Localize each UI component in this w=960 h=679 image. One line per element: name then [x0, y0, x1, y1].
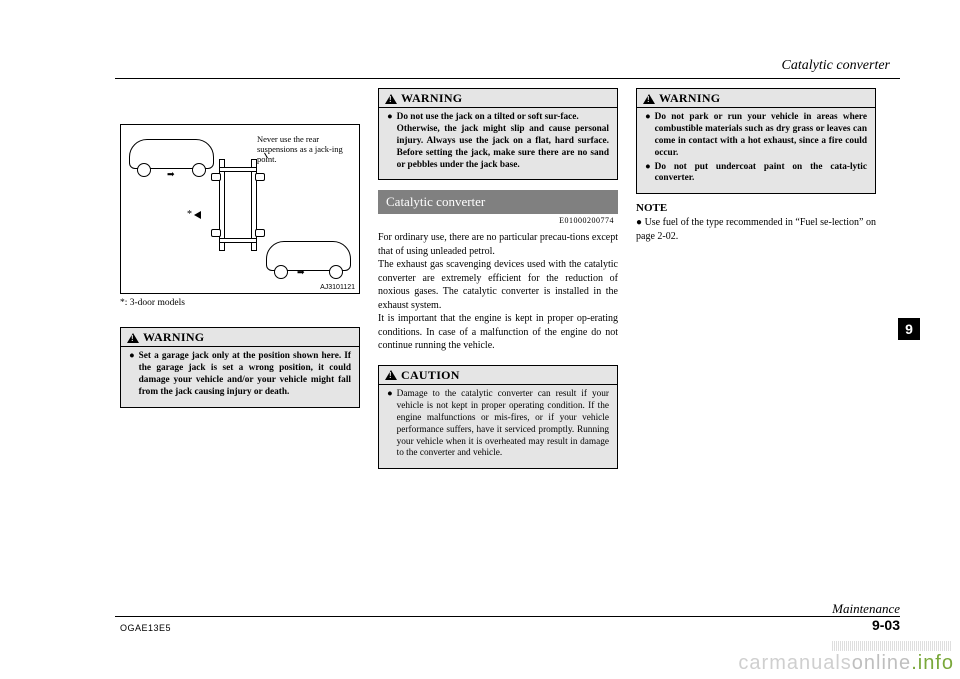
car-rear-illustration — [266, 235, 351, 285]
footer-page-number: 9-03 — [832, 617, 900, 633]
barcode-graphic — [832, 641, 952, 651]
column-1: * ➡ ➡ Never use the rear suspensions as … — [120, 88, 360, 469]
warning-item: ● Do not put undercoat paint on the cata… — [645, 162, 867, 186]
warning-title: WARNING — [659, 91, 720, 106]
warning-text: Do not put undercoat paint on the cata-l… — [655, 162, 867, 186]
warning-body: ● Do not use the jack on a tilted or sof… — [379, 108, 617, 179]
warning-body: ● Set a garage jack only at the position… — [121, 347, 359, 407]
asterisk-marker: * — [187, 209, 201, 220]
jack-position-diagram: * ➡ ➡ Never use the rear suspensions as … — [120, 124, 360, 294]
warning-text: Set a garage jack only at the position s… — [139, 351, 351, 399]
watermark-part: carmanuals — [738, 652, 851, 674]
header-rule — [115, 78, 900, 79]
warning-body: ● Do not park or run your vehicle in are… — [637, 108, 875, 193]
warning-item: ● Do not park or run your vehicle in are… — [645, 112, 867, 160]
warning-box: WARNING ● Do not park or run your vehicl… — [636, 88, 876, 194]
column-3: WARNING ● Do not park or run your vehicl… — [636, 88, 876, 469]
caution-title: CAUTION — [401, 368, 460, 383]
warning-title: WARNING — [401, 91, 462, 106]
diagram-code: AJ3101121 — [320, 284, 355, 291]
diagram-callout: Never use the rear suspensions as a jack… — [257, 135, 353, 164]
chapter-tab: 9 — [898, 318, 920, 340]
bullet-icon: ● — [387, 389, 393, 460]
warning-item: ● Set a garage jack only at the position… — [129, 351, 351, 399]
note-heading: NOTE — [636, 202, 876, 214]
manual-page: Catalytic converter * — [0, 0, 960, 679]
caution-box: CAUTION ● Damage to the catalytic conver… — [378, 365, 618, 469]
warning-header: WARNING — [637, 89, 875, 108]
section-code: E01000200774 — [378, 216, 618, 225]
page-footer: OGAE13E5 Maintenance 9-03 — [120, 601, 900, 633]
watermark-part: online — [852, 652, 911, 674]
warning-box: WARNING ● Set a garage jack only at the … — [120, 327, 360, 408]
note-body: ● Use fuel of the type recommended in “F… — [636, 216, 876, 243]
caution-triangle-icon — [385, 370, 397, 380]
chassis-illustration — [213, 159, 263, 251]
footer-section-label: Maintenance — [832, 601, 900, 617]
footer-code: OGAE13E5 — [120, 623, 171, 633]
watermark-part: .info — [911, 652, 954, 674]
warning-box: WARNING ● Do not use the jack on a tilte… — [378, 88, 618, 180]
warning-header: WARNING — [121, 328, 359, 347]
section-body: For ordinary use, there are no particula… — [378, 231, 618, 353]
section-heading: Catalytic converter — [378, 190, 618, 214]
arrow-icon: ➡ — [167, 169, 175, 180]
footer-right: Maintenance 9-03 — [832, 601, 900, 633]
content-columns: * ➡ ➡ Never use the rear suspensions as … — [120, 88, 876, 469]
asterisk-note: *: 3-door models — [120, 298, 360, 309]
bullet-icon: ● — [645, 112, 651, 160]
warning-item: ● Do not use the jack on a tilted or sof… — [387, 112, 609, 171]
bullet-icon: ● — [645, 162, 651, 186]
warning-triangle-icon — [643, 94, 655, 104]
warning-text: Do not park or run your vehicle in areas… — [655, 112, 867, 160]
page-title: Catalytic converter — [782, 58, 890, 73]
bullet-icon: ● — [129, 351, 135, 399]
warning-title: WARNING — [143, 330, 204, 345]
arrow-icon: ➡ — [297, 267, 305, 278]
caution-body: ● Damage to the catalytic converter can … — [379, 385, 617, 468]
caution-item: ● Damage to the catalytic converter can … — [387, 389, 609, 460]
page-header: Catalytic converter — [120, 58, 890, 74]
warning-text: Do not use the jack on a tilted or soft … — [397, 112, 609, 171]
warning-header: WARNING — [379, 89, 617, 108]
warning-triangle-icon — [385, 94, 397, 104]
warning-triangle-icon — [127, 333, 139, 343]
caution-text: Damage to the catalytic converter can re… — [397, 389, 609, 460]
bullet-icon: ● — [387, 112, 393, 171]
caution-header: CAUTION — [379, 366, 617, 385]
column-2: WARNING ● Do not use the jack on a tilte… — [378, 88, 618, 469]
watermark: carmanualsonline.info — [738, 652, 954, 675]
